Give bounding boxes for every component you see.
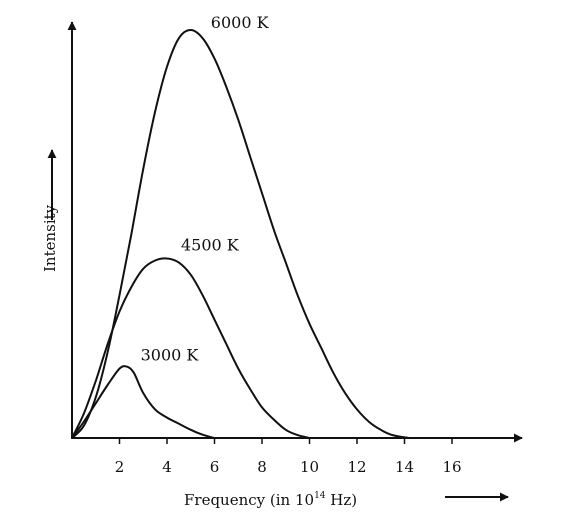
curve-6000k	[71, 29, 411, 439]
x-tick-label: 10	[300, 458, 319, 476]
curve-4500k	[71, 257, 311, 439]
x-tick-label: 12	[347, 458, 366, 476]
x-axis-label-unit: Hz)	[326, 491, 358, 509]
curve-label-4500k: 4500 K	[181, 236, 240, 255]
curve-label-group: 6000 K 4500 K 3000 K	[141, 13, 270, 365]
x-axis-label-exponent: 14	[314, 491, 326, 501]
x-tick-label: 8	[257, 458, 267, 476]
curve-group	[71, 29, 411, 439]
curve-3000k	[71, 365, 216, 439]
x-tick-label: 14	[395, 458, 414, 476]
x-tick-label: 6	[210, 458, 220, 476]
x-axis-label-text: Frequency (in 10	[184, 491, 314, 509]
x-tick-label: 2	[115, 458, 125, 476]
x-tick-label: 16	[442, 458, 461, 476]
x-tick-label: 4	[162, 458, 172, 476]
x-axis-label: Frequency (in 1014 Hz)	[184, 491, 357, 509]
curve-label-3000k: 3000 K	[141, 346, 200, 365]
y-axis-label: Intensity	[41, 204, 59, 272]
curve-label-6000k: 6000 K	[211, 13, 270, 32]
y-axis-title: Intensity	[41, 204, 59, 272]
x-tick-group: 2 4 6 8 10 12 14 16	[115, 438, 462, 476]
